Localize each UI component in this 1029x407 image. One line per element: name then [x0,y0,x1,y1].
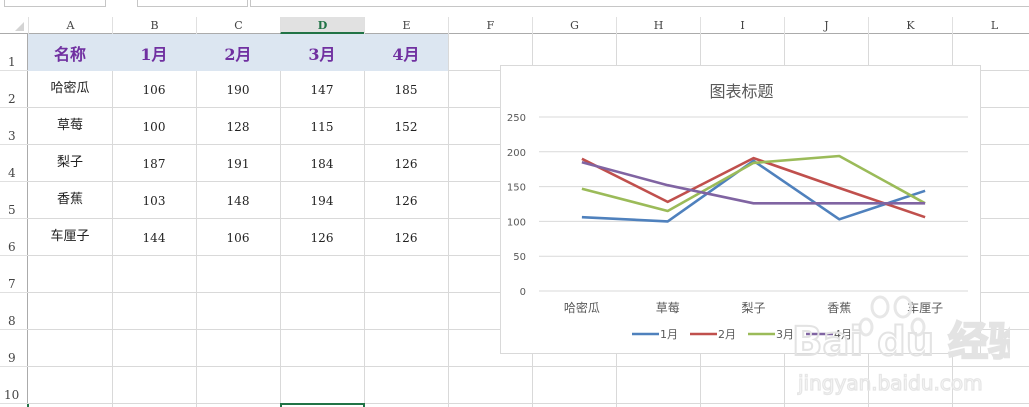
column-header-k[interactable]: K [868,17,952,34]
table-cell[interactable]: 103 [142,194,166,208]
row-header-6[interactable]: 6 [0,219,28,256]
x-category-label: 哈密瓜 [564,300,600,315]
table-cell[interactable]: 126 [310,231,334,245]
function-buttons[interactable] [137,0,248,7]
table-cell[interactable]: 106 [142,83,166,97]
column-header-e[interactable]: E [364,17,448,34]
selected-cell-d11[interactable] [280,403,365,407]
row-header-10[interactable]: 10 [0,367,28,404]
row-headers: 1 2 3 4 5 6 7 8 9 10 [0,34,28,407]
table-cell[interactable]: 香蕉 [56,192,83,207]
legend-label: 4月 [834,328,852,341]
legend-label: 2月 [718,328,736,341]
table-cell[interactable]: 106 [226,231,250,245]
column-header-d[interactable]: D [280,17,364,34]
table-cell[interactable]: 126 [394,231,418,245]
table-cell[interactable]: 187 [142,157,166,171]
formula-bar-area [0,0,1029,17]
column-header-g[interactable]: G [532,17,616,34]
row-header-1[interactable]: 1 [0,34,28,71]
table-cell[interactable]: 194 [310,194,334,208]
table-cell[interactable]: 126 [394,157,418,171]
chart-title[interactable]: 图表标题 [709,82,774,101]
y-tick-label: 150 [507,183,526,194]
table-cell[interactable]: 185 [394,83,418,97]
column-header-c[interactable]: C [196,17,280,34]
header-cell-mar[interactable]: 3月 [308,45,336,64]
column-header-b[interactable]: B [112,17,196,34]
select-all-corner[interactable] [0,17,28,34]
series-line [581,154,926,213]
table-cell[interactable]: 115 [310,120,334,134]
x-category-label: 梨子 [741,301,765,315]
table-cell[interactable]: 128 [226,120,250,134]
formula-input[interactable] [250,0,1029,7]
series-line [581,156,926,219]
column-header-l[interactable]: L [952,17,1029,34]
legend-label: 1月 [660,328,678,341]
series-line [581,159,926,223]
table-cell[interactable]: 哈密瓜 [50,81,90,96]
table-cell[interactable]: 147 [310,83,334,97]
x-category-label: 香蕉 [827,301,851,315]
table-cell[interactable]: 191 [226,157,250,171]
table-cell[interactable]: 126 [394,194,418,208]
table-cell[interactable]: 144 [142,231,166,245]
row-header-4[interactable]: 4 [0,145,28,182]
y-tick-label: 100 [507,217,526,228]
table-cell[interactable]: 152 [394,120,418,134]
table-header-fill [28,34,448,71]
table-cell[interactable]: 车厘子 [50,229,90,244]
table-cell[interactable]: 184 [310,157,334,171]
table-cell[interactable]: 190 [226,83,250,97]
active-row-marker [27,404,29,407]
header-cell-apr[interactable]: 4月 [392,45,420,64]
row-header-8[interactable]: 8 [0,293,28,330]
column-headers: A B C D E F G H I J K L [0,17,1029,34]
y-tick-label: 250 [507,113,526,124]
y-tick-label: 200 [507,148,526,159]
row-header-3[interactable]: 3 [0,108,28,145]
header-cell-name[interactable]: 名称 [53,45,86,64]
x-category-label: 车厘子 [907,300,943,315]
table-cell[interactable]: 100 [142,120,166,134]
row-header-2[interactable]: 2 [0,71,28,108]
x-category-label: 草莓 [656,301,680,315]
table-cell[interactable]: 梨子 [56,155,83,170]
table-cell[interactable]: 草莓 [56,118,83,133]
header-cell-feb[interactable]: 2月 [224,45,252,64]
series-line [581,160,926,205]
row-header-9[interactable]: 9 [0,330,28,367]
legend-label: 3月 [776,328,794,341]
row-header-5[interactable]: 5 [0,182,28,219]
line-chart[interactable]: 图表标题 0 50 100 150 200 250 哈密瓜 草莓 梨子 香蕉 车厘子 1月 2月 3月 4月 [500,65,981,354]
column-header-a[interactable]: A [28,17,112,34]
chart-plot-area: 0 50 100 150 200 250 哈密瓜 草莓 梨子 香蕉 车厘子 1月 2月 3月 4月 [507,113,968,341]
y-tick-label: 0 [520,287,526,298]
table-cell[interactable]: 148 [226,194,250,208]
name-box[interactable] [4,0,106,7]
header-cell-jan[interactable]: 1月 [140,45,168,64]
column-header-i[interactable]: I [700,17,784,34]
column-header-f[interactable]: F [448,17,532,34]
column-header-j[interactable]: J [784,17,868,34]
column-header-h[interactable]: H [616,17,700,34]
row-header-7[interactable]: 7 [0,256,28,293]
y-tick-label: 50 [513,252,526,263]
